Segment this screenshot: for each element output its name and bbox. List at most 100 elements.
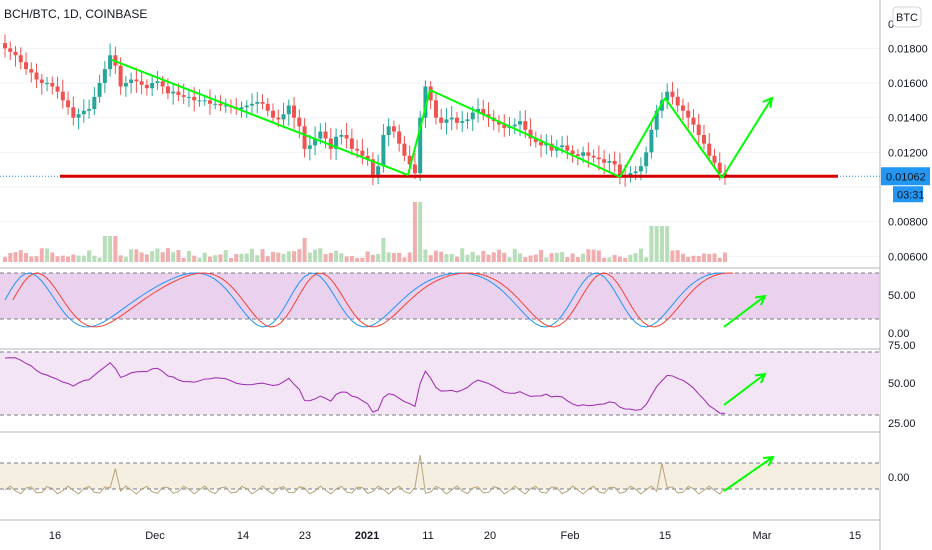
candle-body: [412, 164, 417, 174]
volume-bar: [307, 252, 312, 262]
volume-bar: [29, 256, 34, 262]
volume-bar: [60, 255, 65, 262]
candle-body: [586, 152, 591, 156]
candle-body: [139, 81, 144, 85]
rsi-arrow: [723, 373, 766, 406]
volume-bar: [412, 202, 417, 262]
volume-bar: [381, 238, 386, 262]
drawings[interactable]: [0, 59, 880, 492]
candle-body: [176, 91, 181, 96]
volume-bar: [239, 253, 244, 262]
volume-bar: [391, 253, 396, 262]
candle-body: [386, 126, 391, 135]
candle-body: [313, 138, 318, 146]
volume-bar: [717, 257, 722, 262]
arrow-head: [762, 96, 774, 109]
candle-body: [87, 109, 92, 111]
candle-body: [60, 91, 65, 101]
volume-bar: [644, 257, 649, 262]
countdown-tag: [893, 186, 923, 203]
time-tick: 2021: [355, 530, 379, 542]
volume-bar: [502, 252, 507, 262]
candle-body: [165, 86, 170, 94]
candle-body: [428, 86, 433, 101]
volume-bar: [665, 226, 670, 262]
time-tick: 16: [49, 530, 61, 542]
candle-body: [39, 79, 44, 83]
candle-body: [528, 129, 533, 139]
trendline: [721, 97, 773, 179]
volume-bar: [3, 256, 7, 262]
currency-button[interactable]: BTC: [892, 6, 922, 28]
candle-body: [581, 152, 586, 156]
volume-bar: [150, 251, 155, 262]
candle-body: [71, 107, 76, 118]
time-tick: 14: [237, 530, 249, 542]
volume-bar: [528, 255, 533, 262]
candle-body: [433, 100, 438, 118]
volume-bar: [523, 257, 528, 262]
volume-bar: [181, 257, 186, 262]
candle-body: [250, 103, 255, 106]
volume-bar: [123, 256, 128, 262]
candle-body: [512, 124, 517, 127]
osc-arrow: [723, 456, 774, 492]
volume-bar: [349, 255, 354, 262]
candle-body: [13, 51, 18, 56]
candle-body: [276, 117, 281, 120]
volume-bar: [81, 255, 86, 262]
volume-bar: [512, 248, 517, 262]
volume-bar: [423, 249, 428, 262]
trendline: [111, 59, 409, 176]
volume-bar: [255, 255, 260, 262]
candle-body: [144, 84, 149, 89]
trendline: [664, 97, 723, 179]
candle-body: [323, 131, 328, 139]
candle-body: [129, 79, 134, 83]
volume-bar: [234, 253, 239, 262]
candle-body: [297, 117, 302, 127]
volume-bar: [470, 251, 475, 262]
candle-body: [349, 138, 354, 149]
candle-body: [50, 83, 55, 87]
volume-bar: [202, 252, 207, 262]
candle-body: [292, 105, 297, 118]
volume-bar: [449, 253, 454, 262]
volume-bar: [318, 248, 323, 262]
candle-body: [118, 65, 123, 87]
arrow-head: [754, 372, 767, 384]
candle-body: [596, 157, 601, 160]
volume-bar: [454, 256, 459, 262]
volume-bar: [439, 251, 444, 262]
rsi-line: [4, 357, 726, 414]
volume-bar: [160, 252, 165, 262]
volume-bar: [570, 253, 575, 262]
trendline: [619, 97, 666, 178]
candle-body: [475, 109, 480, 113]
price-tick: 0.01400: [888, 113, 928, 125]
volume-bar: [581, 253, 586, 262]
volume-bar: [102, 236, 107, 262]
osc-line: [4, 455, 726, 495]
countdown-value: 03:31: [897, 189, 925, 201]
candle-body: [523, 121, 528, 130]
volume-bar: [197, 257, 202, 262]
candle-body: [502, 124, 507, 129]
volume-bar: [355, 257, 360, 262]
volume-bar: [213, 255, 218, 262]
candle-body: [370, 159, 375, 175]
volume-bar: [617, 256, 622, 262]
candle-body: [328, 138, 333, 149]
volume-bar: [486, 254, 491, 262]
candle-body: [633, 171, 638, 174]
candle-body: [575, 154, 580, 156]
volume-bar: [207, 256, 212, 262]
candle-body: [365, 155, 370, 160]
candle-body: [181, 95, 186, 97]
candle-body: [286, 105, 291, 115]
candle-body: [549, 143, 554, 151]
volume-bar: [670, 250, 675, 262]
time-tick: 15: [659, 530, 671, 542]
volume-bar: [638, 248, 643, 262]
